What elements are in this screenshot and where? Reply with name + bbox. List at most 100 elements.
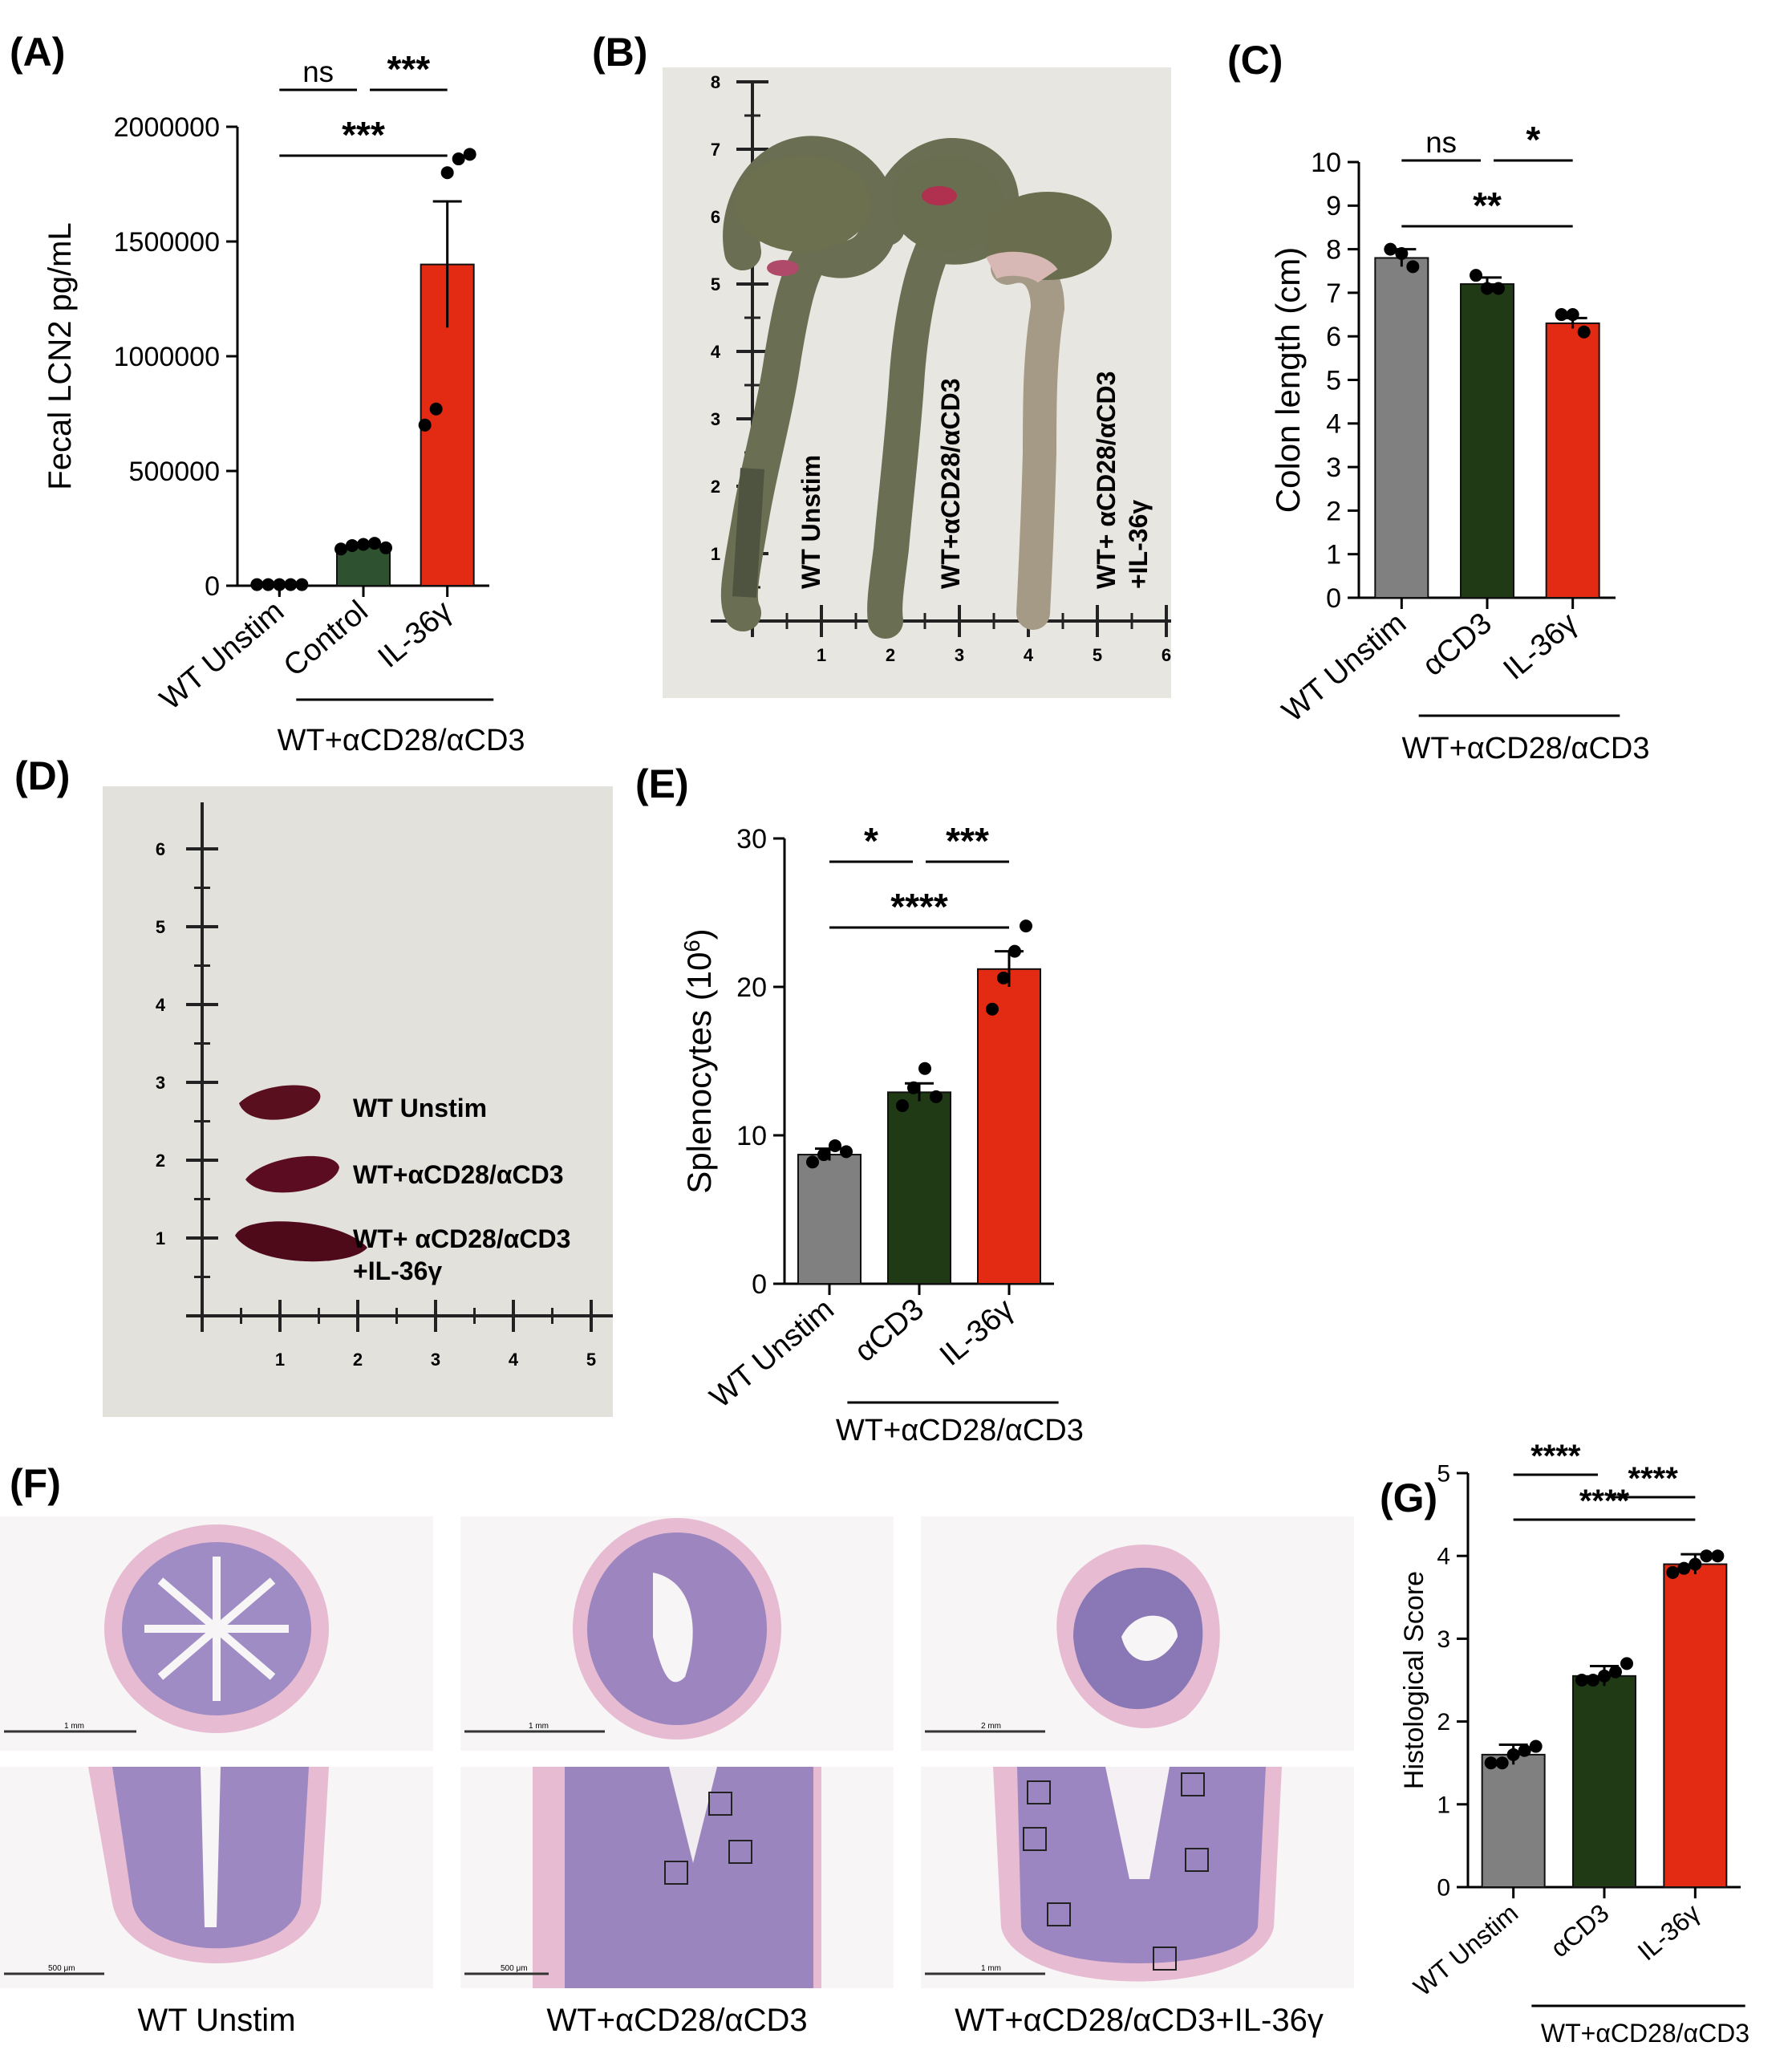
ruler-b-x-label: 3 (955, 645, 964, 665)
x-tick-label: WT Unstim (1408, 1898, 1523, 2002)
data-point (1587, 1674, 1599, 1687)
scale-label: 1 mm (64, 1722, 84, 1731)
y-tick-label: 0 (752, 1269, 767, 1300)
y-tick-label: 10 (736, 1121, 767, 1151)
x-tick-label: IL-36γ (372, 595, 459, 675)
data-point (357, 538, 370, 551)
data-point (262, 578, 275, 591)
spleen-wt-unstim (239, 1085, 321, 1120)
data-point (1575, 1674, 1588, 1687)
scale-label: 2 mm (981, 1722, 1001, 1731)
x-tick-label: IL-36γ (934, 1293, 1020, 1373)
y-tick-label: 3 (1326, 453, 1341, 483)
x-tick-label: αCD3 (1417, 607, 1498, 683)
ruler-b-y-label: 4 (711, 342, 721, 362)
histology-caption-acd3: WT+αCD28/αCD3 (546, 2003, 808, 2038)
bar-2 (1663, 1563, 1728, 1889)
x-tick-label: Control (278, 595, 375, 684)
data-point (1492, 282, 1505, 295)
y-tick-label: 7 (1326, 278, 1341, 309)
y-tick-label: 0 (205, 571, 220, 602)
data-point (1566, 308, 1579, 322)
data-point (1555, 308, 1568, 322)
histology-acd3-high: 500 μm (460, 1767, 894, 1988)
y-tick-label: 1 (1437, 1792, 1450, 1818)
y-tick-label: 1 (1326, 540, 1341, 570)
significance-label: *** (946, 820, 989, 862)
data-point (840, 1145, 853, 1159)
spleen-photo: 1 2 3 4 5 6 1 2 3 4 5 WT Unstim WT+αCD28/αCD3 WT+ … (103, 786, 613, 1417)
data-point (1598, 1669, 1611, 1683)
y-tick-label: 20 (736, 972, 767, 1003)
data-point (918, 1062, 931, 1075)
data-point (1677, 1561, 1691, 1575)
data-point (1577, 325, 1591, 339)
data-point (1020, 919, 1032, 933)
chart-a-fecal-lcn2: 0 500000 1000000 1500000 2000000 Fecal LCN2 p… (43, 48, 525, 757)
ruler-b-x-label: 2 (886, 645, 895, 665)
panel-d-letter: (D) (14, 753, 71, 798)
bar-0 (797, 1154, 862, 1285)
data-point (1481, 282, 1494, 295)
data-point (829, 1139, 841, 1152)
data-point (1506, 1748, 1520, 1761)
ruler-d-x-label: 2 (353, 1350, 363, 1370)
significance-label: ns (1425, 126, 1457, 159)
histology-caption-il36: WT+αCD28/αCD3+IL-36γ (955, 2003, 1324, 2038)
spleen-acd3 (245, 1155, 339, 1193)
data-point (379, 541, 392, 554)
ruler-b-y-label: 1 (711, 544, 720, 564)
data-point (334, 542, 347, 556)
data-point (907, 1081, 920, 1094)
y-tick-label: 0 (1437, 1875, 1450, 1902)
data-point (346, 538, 359, 552)
y-axis-label: Colon length (cm) (1269, 247, 1307, 513)
panel-a-letter: (A) (10, 30, 66, 75)
chart-g-histological-score: 0 1 2 3 4 5 Histological Score WT Unstim αCD3 IL-… (1399, 1444, 1749, 2048)
panel-b-letter: (B) (592, 30, 648, 75)
ruler-d-y-label: 4 (156, 995, 166, 1015)
photo-d-label-il36-line2: +IL-36γ (353, 1256, 442, 1285)
data-point (1666, 1565, 1680, 1579)
ruler-d-y-label: 6 (156, 839, 165, 859)
data-point (1395, 247, 1409, 261)
data-point (368, 537, 381, 550)
data-point (1711, 1549, 1725, 1563)
data-point (1470, 269, 1482, 282)
histology-acd3-low: 1 mm (460, 1516, 894, 1751)
ruler-d-x-label: 1 (275, 1350, 285, 1370)
colon-wt-unstim (720, 136, 898, 631)
y-tick-label: 1500000 (114, 227, 220, 258)
y-tick-label: 4 (1326, 409, 1341, 440)
y-axis-label-text: Fecal LCN2 pg/mL (43, 222, 78, 489)
x-tick-label: IL-36γ (1498, 607, 1584, 687)
data-point (806, 1155, 819, 1169)
bar-2 (977, 968, 1041, 1285)
x-tick-label: αCD3 (849, 1293, 930, 1369)
group-label: WT+αCD28/αCD3 (836, 1414, 1084, 1447)
data-point (1620, 1657, 1633, 1670)
photo-b-label-il36-line1: WT+ αCD28/αCD3 (1092, 371, 1121, 589)
ruler-b-y-label: 2 (711, 477, 720, 497)
chart-c-colon-length: 0 1 2 3 4 5 6 7 8 9 10 Colon length (cm) WT Unstim αC… (1269, 119, 1649, 765)
data-point (295, 578, 309, 591)
ruler-b-x-label: 1 (817, 645, 826, 665)
y-tick-label: 8 (1326, 235, 1341, 266)
data-point (250, 578, 264, 591)
ruler-b-x-label: 5 (1093, 645, 1102, 665)
x-tick-label: WT Unstim (1276, 607, 1413, 729)
data-point (1406, 260, 1420, 274)
histology-caption-wt-unstim: WT Unstim (137, 2003, 296, 2038)
x-tick-label: WT Unstim (154, 595, 290, 716)
data-point (1700, 1549, 1713, 1563)
bar-0 (1374, 257, 1429, 599)
data-point (896, 1099, 909, 1112)
data-point (452, 152, 465, 166)
data-point (1529, 1739, 1543, 1753)
x-tick-label: WT Unstim (703, 1293, 840, 1415)
ruler-d-x-label: 4 (509, 1350, 519, 1370)
data-point (284, 578, 298, 591)
bar-1 (1572, 1675, 1636, 1888)
y-tick-label: 30 (736, 824, 767, 855)
histology-wt-unstim-high: 500 μm (0, 1767, 433, 1988)
